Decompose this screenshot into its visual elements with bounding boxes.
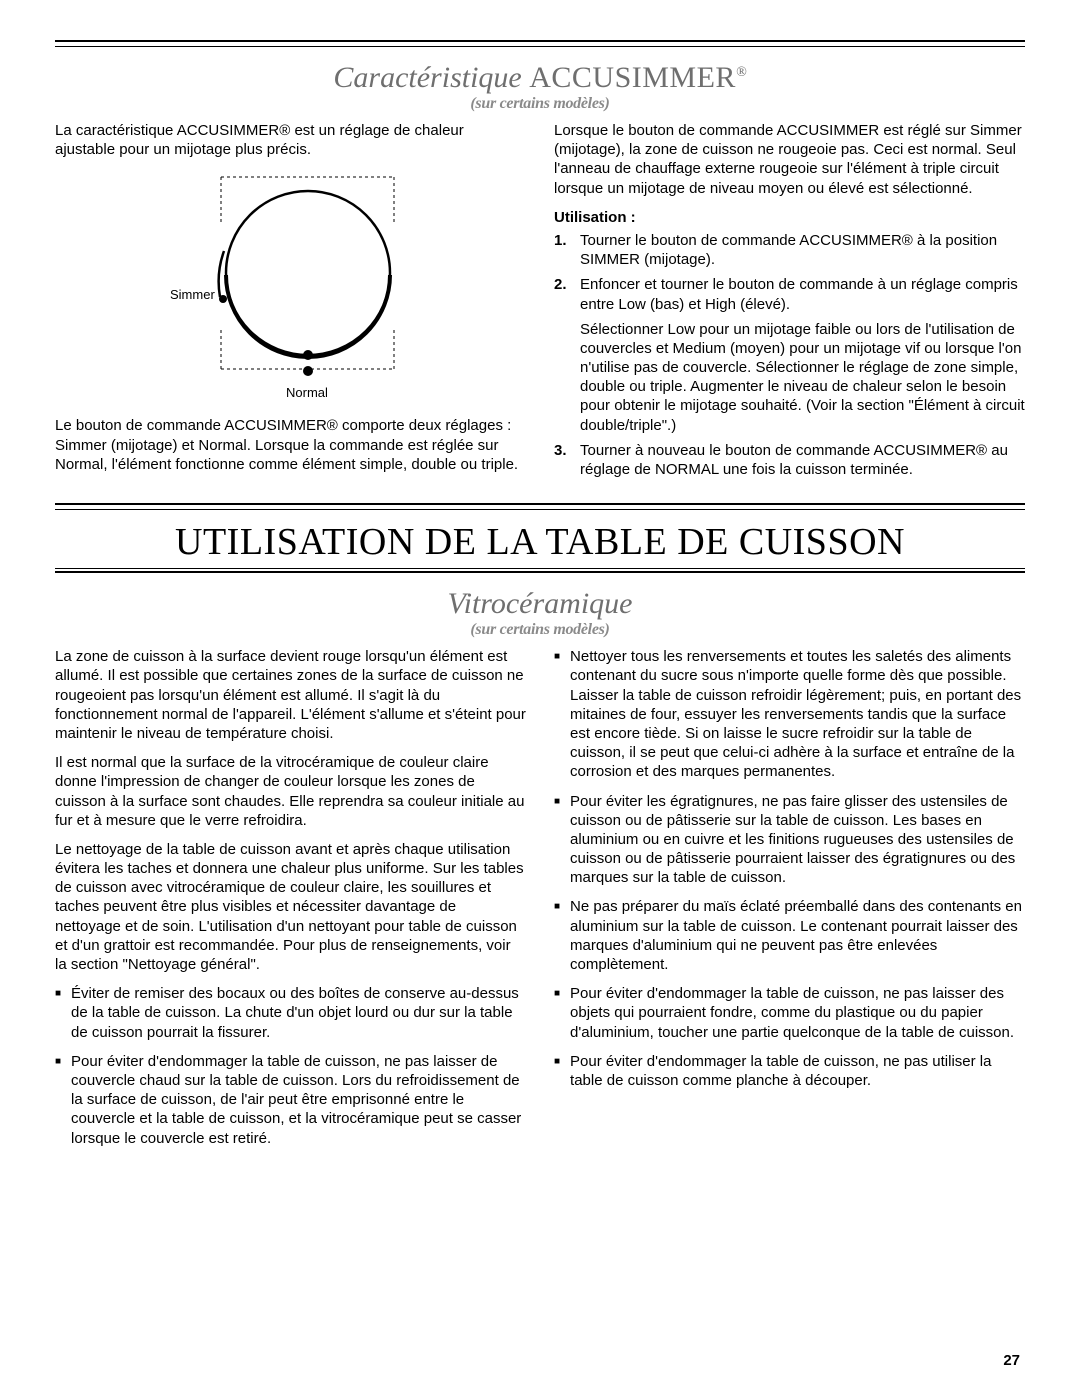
vitro-right-col: Nettoyer tous les renversements et toute…	[554, 647, 1025, 1158]
vitro-subtitle: (sur certains modèles)	[55, 621, 1025, 639]
vitro-left-b1: Éviter de remiser des bocaux ou des boît…	[55, 984, 526, 1042]
usage-list: Tourner le bouton de commande ACCUSIMMER…	[554, 231, 1025, 479]
usage-heading: Utilisation :	[554, 208, 1025, 227]
vitro-left-p2: Il est normal que la surface de la vitro…	[55, 753, 526, 830]
accusimmer-subtitle: (sur certains modèles)	[55, 95, 1025, 113]
vitro-right-bullets: Nettoyer tous les renversements et toute…	[554, 647, 1025, 1090]
section-divider-mid2	[55, 568, 1025, 573]
vitro-left-b2: Pour éviter d'endommager la table de cui…	[55, 1052, 526, 1148]
vitro-right-b4: Pour éviter d'endommager la table de cui…	[554, 984, 1025, 1042]
vitro-columns: La zone de cuisson à la surface devient …	[55, 647, 1025, 1158]
vitro-right-b2: Pour éviter les égratignures, ne pas fai…	[554, 792, 1025, 888]
vitro-left-p1: La zone de cuisson à la surface devient …	[55, 647, 526, 743]
vitro-title: Vitrocéramique	[55, 587, 1025, 621]
dial-simmer-label: Simmer	[170, 287, 215, 302]
dial-normal-label: Normal	[286, 385, 328, 400]
section-divider-mid	[55, 503, 1025, 510]
vitro-left-bullets: Éviter de remiser des bocaux ou des boît…	[55, 984, 526, 1148]
usage-step-1: Tourner le bouton de commande ACCUSIMMER…	[554, 231, 1025, 269]
accusimmer-right-p1: Lorsque le bouton de commande ACCUSIMMER…	[554, 121, 1025, 198]
accusimmer-left-col: La caractéristique ACCUSIMMER® est un ré…	[55, 121, 526, 485]
vitro-right-b3: Ne pas préparer du maïs éclaté préemball…	[554, 897, 1025, 974]
vitro-right-b1: Nettoyer tous les renversements et toute…	[554, 647, 1025, 781]
accusimmer-columns: La caractéristique ACCUSIMMER® est un ré…	[55, 121, 1025, 485]
accusimmer-left-p2: Le bouton de commande ACCUSIMMER® compor…	[55, 416, 526, 474]
vitro-right-b5: Pour éviter d'endommager la table de cui…	[554, 1052, 1025, 1090]
section-divider-top	[55, 40, 1025, 47]
usage-step-3: Tourner à nouveau le bouton de commande …	[554, 441, 1025, 479]
main-heading: UTILISATION DE LA TABLE DE CUISSON	[55, 520, 1025, 564]
page-number: 27	[1003, 1352, 1020, 1369]
vitro-left-col: La zone de cuisson à la surface devient …	[55, 647, 526, 1158]
dial-diagram: Simmer Normal	[55, 169, 526, 404]
accusimmer-intro: La caractéristique ACCUSIMMER® est un ré…	[55, 121, 526, 159]
accusimmer-right-col: Lorsque le bouton de commande ACCUSIMMER…	[554, 121, 1025, 485]
usage-step-2: Enfoncer et tourner le bouton de command…	[554, 275, 1025, 435]
vitro-left-p3: Le nettoyage de la table de cuisson avan…	[55, 840, 526, 974]
accusimmer-title: Caractéristique ACCUSIMMER®	[55, 61, 1025, 95]
